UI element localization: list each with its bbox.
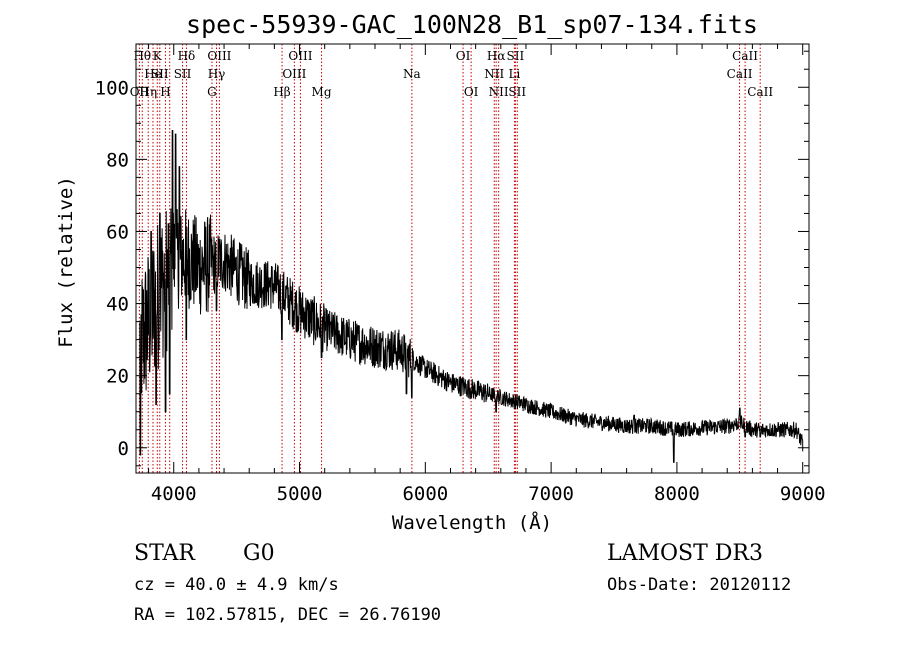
y-tick-label: 40 bbox=[106, 294, 129, 316]
spectral-line-labels: OII Hθ Hη He K SII H Hδ SII G Hγ OIII Hβ OIII OIII Mg Na… bbox=[130, 49, 774, 99]
spectral-line-label: Hα bbox=[487, 49, 506, 63]
spectral-line-label: OII bbox=[130, 85, 150, 99]
observation-date: Obs-Date: 20120112 bbox=[607, 575, 791, 595]
spectral-line-label: Na bbox=[403, 67, 421, 81]
spectral-line-label: NII bbox=[489, 85, 509, 99]
spectral-line-label: OI bbox=[464, 85, 479, 99]
spectral-line-label: OIII bbox=[207, 49, 231, 63]
x-tick-label: 7000 bbox=[528, 483, 574, 505]
sky-coordinates: RA = 102.57815, DEC = 26.76190 bbox=[134, 605, 441, 625]
spectral-line-label: SII bbox=[508, 85, 526, 99]
spectral-line-label: Hβ bbox=[273, 85, 290, 99]
x-tick-label: 5000 bbox=[277, 483, 323, 505]
y-tick-label: 80 bbox=[106, 149, 129, 171]
spectral-line-label: OIII bbox=[288, 49, 312, 63]
spectral-line-label: SII bbox=[151, 67, 169, 81]
spectral-line-label: SII bbox=[174, 67, 192, 81]
plot-frame bbox=[135, 43, 810, 474]
object-subclass: G0 bbox=[243, 541, 275, 566]
spectral-line-label: H bbox=[160, 85, 170, 99]
spectral-line-label: NII bbox=[484, 67, 504, 81]
spectral-line-label: CaII bbox=[727, 67, 753, 81]
spectral-line-label: Li bbox=[508, 67, 520, 81]
x-tick-label: 8000 bbox=[654, 483, 700, 505]
spectral-line-label: Hδ bbox=[178, 49, 196, 63]
spectral-line-label: CaII bbox=[732, 49, 758, 63]
redshift-velocity: cz = 40.0 ± 4.9 km/s bbox=[134, 575, 339, 595]
y-axis-label: Flux (relative) bbox=[55, 176, 77, 348]
spectral-line-label: OI bbox=[456, 49, 471, 63]
spectral-line-label: SII bbox=[507, 49, 525, 63]
object-class: STAR bbox=[134, 541, 196, 566]
x-tick-label: 9000 bbox=[780, 483, 826, 505]
y-tick-label: 20 bbox=[106, 366, 129, 388]
spectral-line-label: Hθ bbox=[133, 49, 151, 63]
y-tick-label: 100 bbox=[95, 77, 129, 99]
spectral-line-label: OIII bbox=[282, 67, 306, 81]
spectral-line-label: He bbox=[144, 67, 162, 81]
y-tick-label: 0 bbox=[118, 438, 129, 460]
chart-title: spec-55939-GAC_100N28_B1_sp07-134.fits bbox=[186, 10, 758, 39]
flux-series-line bbox=[139, 130, 804, 463]
spectral-line-label: CaII bbox=[747, 85, 773, 99]
y-tick-label: 60 bbox=[106, 221, 129, 243]
spectral-line-label: G bbox=[207, 85, 217, 99]
spectral-line-label: Mg bbox=[312, 85, 332, 99]
axis-ticks: 4000 5000 6000 7000 8000 9000 0 20 40 60 80 100 bbox=[95, 44, 826, 505]
x-tick-label: 4000 bbox=[151, 483, 197, 505]
survey-name: LAMOST DR3 bbox=[607, 541, 763, 566]
spectral-line-label: K bbox=[153, 49, 163, 63]
spectral-line-label: Hγ bbox=[208, 67, 226, 81]
spectral-line-label: Hη bbox=[139, 85, 157, 99]
x-axis-label: Wavelength (Å) bbox=[392, 511, 552, 534]
x-tick-label: 6000 bbox=[402, 483, 448, 505]
